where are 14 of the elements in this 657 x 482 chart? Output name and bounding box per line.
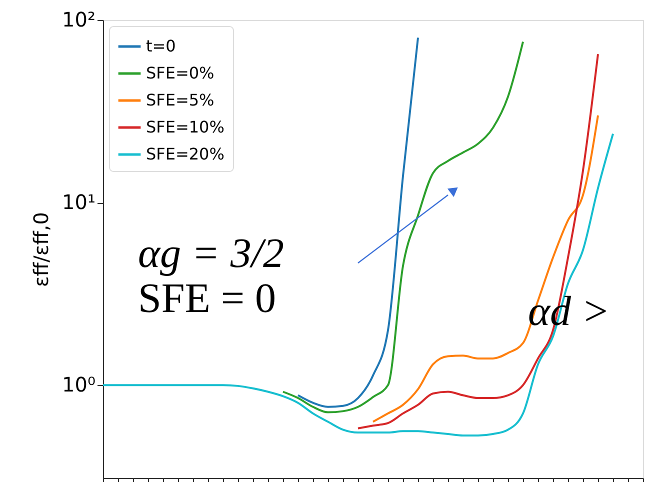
y-tick-label: 10² bbox=[62, 8, 96, 32]
legend-label: SFE=5% bbox=[146, 90, 214, 110]
legend-label: SFE=0% bbox=[146, 64, 214, 82]
y-tick-label: 10¹ bbox=[62, 190, 96, 214]
annotation: SFE = 0 bbox=[138, 276, 276, 322]
y-tick-label: 10⁰ bbox=[62, 372, 96, 397]
line-series bbox=[282, 40, 524, 414]
line-series bbox=[103, 132, 614, 436]
legend-label: SFE=20% bbox=[146, 144, 224, 164]
y-axis-title: εff/εff,0 bbox=[29, 212, 54, 287]
line-series bbox=[297, 36, 419, 408]
annotation: αg = 3/2 bbox=[138, 231, 284, 277]
legend-label: SFE=10% bbox=[146, 118, 224, 136]
legend-label: t=0 bbox=[146, 36, 176, 56]
